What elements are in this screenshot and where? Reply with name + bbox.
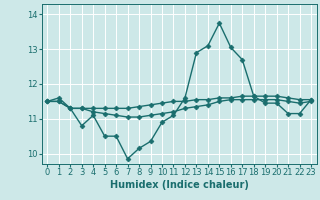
X-axis label: Humidex (Indice chaleur): Humidex (Indice chaleur) [110,180,249,190]
